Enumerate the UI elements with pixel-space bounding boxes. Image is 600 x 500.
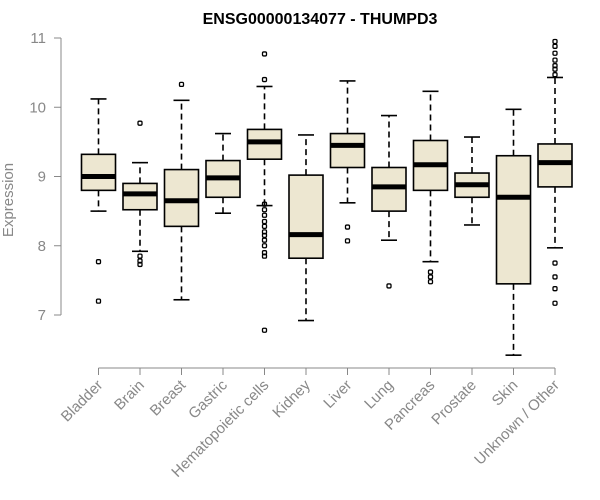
outlier-point (427, 279, 434, 285)
box-hematopoietic-cells (246, 51, 283, 333)
box-body (495, 154, 532, 285)
outlier-point (137, 261, 143, 268)
box-prostate (454, 136, 490, 226)
box-brain (122, 120, 158, 268)
box-body (163, 168, 200, 228)
box-body (329, 132, 366, 169)
box-gastric (205, 132, 241, 215)
y-tick-label: 7 (38, 307, 46, 324)
outlier-point (427, 269, 434, 275)
box-kidney (288, 134, 324, 322)
outlier-point (261, 76, 268, 83)
box-lung (371, 114, 407, 289)
outlier-point (95, 259, 102, 265)
outlier-point (552, 286, 558, 292)
box-bladder (80, 98, 117, 304)
outlier-point (261, 51, 268, 57)
x-tick-label: Bladder (58, 377, 107, 426)
box-body (288, 174, 324, 260)
outlier-point (261, 237, 268, 243)
outlier-point (386, 283, 392, 289)
box-breast (163, 81, 200, 301)
box-body (537, 143, 573, 188)
x-tick-label: Liver (320, 377, 355, 412)
outlier-point (552, 43, 558, 49)
outlier-point (552, 72, 558, 78)
y-tick-label: 11 (30, 30, 46, 47)
outlier-point (552, 300, 558, 306)
outlier-point (552, 260, 558, 266)
box-series (80, 38, 573, 356)
outlier-point (261, 223, 268, 230)
outlier-point (552, 274, 558, 280)
outlier-point (261, 243, 268, 249)
y-tick-label: 10 (29, 99, 46, 116)
x-tick-label: Kidney (269, 376, 314, 421)
outlier-point (137, 120, 143, 126)
x-tick-label: Brain (111, 377, 148, 414)
outlier-point (427, 274, 434, 280)
outlier-point (344, 238, 351, 244)
outlier-point (552, 50, 558, 56)
outlier-point (95, 298, 102, 304)
outlier-point (261, 207, 268, 213)
outlier-point (261, 218, 268, 225)
y-axis-label: Expression (0, 163, 17, 237)
box-body (80, 153, 117, 192)
box-pancreas (412, 90, 449, 285)
x-tick-label: Lung (361, 377, 397, 413)
outlier-point (261, 232, 268, 239)
outlier-point (261, 201, 268, 207)
outlier-point (137, 253, 143, 259)
y-tick-label: 9 (38, 169, 46, 186)
y-tick-label: 8 (38, 238, 46, 255)
outlier-point (344, 224, 351, 230)
outlier-point (261, 327, 268, 333)
box-liver (329, 80, 366, 244)
outlier-point (261, 253, 268, 259)
outlier-point (552, 57, 558, 63)
x-tick-label: Breast (147, 376, 190, 419)
y-axis: 7 8 9 10 11 (29, 30, 62, 324)
x-tick-label: Prostate (428, 377, 480, 429)
outlier-point (178, 81, 185, 88)
x-tick-label: Skin (489, 377, 522, 410)
outlier-point (261, 212, 268, 218)
box-skin (495, 108, 532, 356)
box-body (122, 182, 158, 211)
outlier-point (552, 66, 558, 72)
chart-title: ENSG00000134077 - THUMPD3 (203, 11, 438, 28)
box-unknown-other (537, 38, 573, 306)
outlier-point (552, 38, 558, 45)
